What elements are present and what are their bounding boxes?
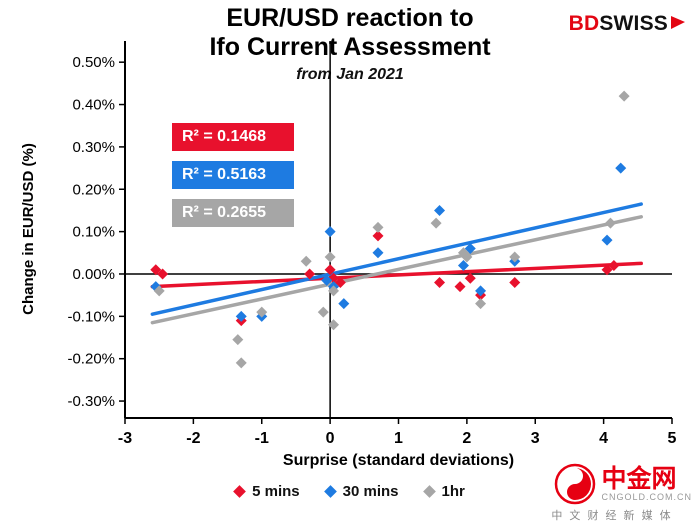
legend-label: 5 mins (252, 483, 300, 500)
cngold-logo-icon (555, 463, 596, 505)
watermark-tagline: 中 文 财 经 新 媒 体 (551, 510, 673, 522)
chart-legend: 5 mins 30 mins 1hr (0, 483, 700, 500)
svg-text:-2: -2 (186, 430, 200, 447)
legend-label: 30 mins (342, 483, 399, 500)
y-axis-label: Change in EUR/USD (%) (20, 143, 37, 315)
legend-item-5min: 5 mins (233, 483, 300, 500)
legend-label: 1hr (441, 483, 465, 500)
diamond-marker-icon (233, 485, 246, 498)
svg-text:-3: -3 (118, 430, 132, 447)
svg-text:0.30%: 0.30% (72, 139, 115, 156)
svg-text:0: 0 (326, 430, 335, 447)
bdswiss-logo-swiss: SWISS (599, 12, 668, 35)
legend-item-30min: 30 mins (323, 483, 399, 500)
svg-text:3: 3 (531, 430, 540, 447)
svg-text:0.40%: 0.40% (72, 97, 115, 114)
x-axis-label: Surprise (standard deviations) (282, 452, 515, 469)
svg-text:0.10%: 0.10% (72, 224, 115, 241)
svg-text:0.20%: 0.20% (72, 181, 115, 198)
svg-text:2: 2 (462, 430, 471, 447)
chart-title-line1: EUR/USD reaction to (226, 4, 474, 32)
r2-badge-1hr: R² = 0.2655 (172, 199, 294, 227)
chart-subtitle: from Jan 2021 (296, 66, 404, 83)
diamond-marker-icon (323, 485, 337, 498)
diamond-marker-icon (422, 485, 436, 498)
watermark-name: 中金网 (601, 465, 677, 493)
watermark-domain: CNGOLD.COM.CN (601, 492, 692, 502)
cngold-watermark: 中金网 CNGOLD.COM.CN 中 文 财 经 新 媒 体 (532, 463, 692, 523)
svg-text:-0.10%: -0.10% (67, 308, 115, 325)
svg-text:1: 1 (394, 430, 403, 447)
svg-text:4: 4 (599, 430, 608, 447)
svg-text:-0.30%: -0.30% (67, 393, 115, 410)
bdswiss-arrow-icon (671, 16, 685, 29)
svg-text:-0.20%: -0.20% (67, 351, 115, 368)
svg-text:0.50%: 0.50% (72, 54, 115, 71)
legend-item-1hr: 1hr (422, 483, 465, 500)
chart-title-line2: Ifo Current Assessment (209, 33, 491, 61)
bdswiss-logo-bd: BD (568, 12, 600, 35)
svg-text:5: 5 (668, 430, 677, 447)
svg-text:-1: -1 (255, 430, 269, 447)
bdswiss-logo: BD SWISS (569, 12, 686, 36)
r2-badge-30min: R² = 0.5163 (172, 161, 294, 189)
svg-text:0.00%: 0.00% (72, 266, 115, 283)
r2-badge-5min: R² = 0.1468 (172, 123, 294, 151)
